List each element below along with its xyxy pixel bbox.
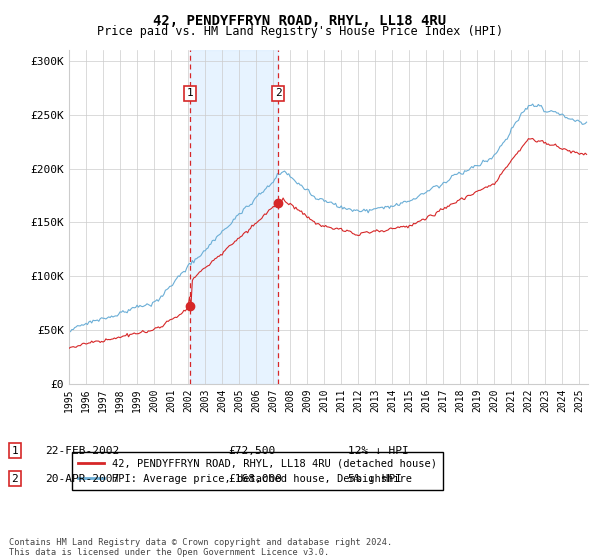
Legend: 42, PENDYFFRYN ROAD, RHYL, LL18 4RU (detached house), HPI: Average price, detach: 42, PENDYFFRYN ROAD, RHYL, LL18 4RU (det…: [71, 452, 443, 490]
Text: 1: 1: [187, 88, 194, 99]
Text: Price paid vs. HM Land Registry's House Price Index (HPI): Price paid vs. HM Land Registry's House …: [97, 25, 503, 38]
Text: £168,000: £168,000: [228, 474, 282, 484]
Text: 1: 1: [11, 446, 19, 456]
Text: 2: 2: [275, 88, 281, 99]
Bar: [190, 50, 278, 384]
Text: £72,500: £72,500: [228, 446, 275, 456]
Text: 2: 2: [11, 474, 19, 484]
Text: 20-APR-2007: 20-APR-2007: [45, 474, 119, 484]
Text: 22-FEB-2002: 22-FEB-2002: [45, 446, 119, 456]
Text: 42, PENDYFFRYN ROAD, RHYL, LL18 4RU: 42, PENDYFFRYN ROAD, RHYL, LL18 4RU: [154, 14, 446, 28]
Text: Contains HM Land Registry data © Crown copyright and database right 2024.
This d: Contains HM Land Registry data © Crown c…: [9, 538, 392, 557]
Text: 12% ↓ HPI: 12% ↓ HPI: [348, 446, 409, 456]
Text: 5% ↓ HPI: 5% ↓ HPI: [348, 474, 402, 484]
